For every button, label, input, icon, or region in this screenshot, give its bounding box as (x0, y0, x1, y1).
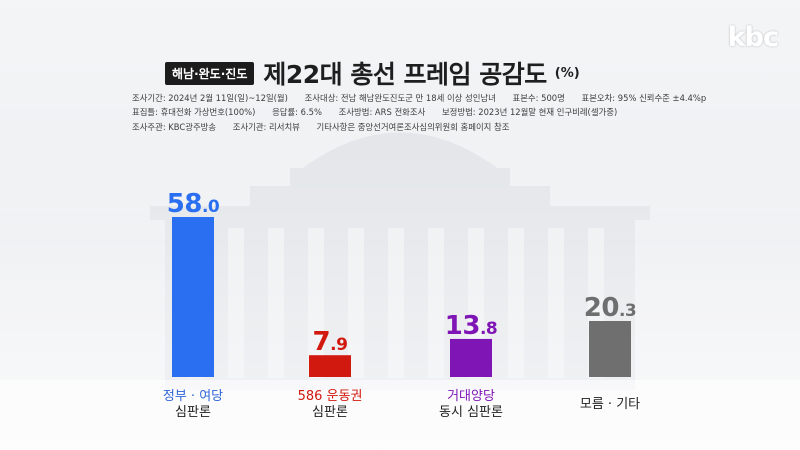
meta-sampling-frame: 표집틀: 휴대전화 가상번호(100%) (132, 107, 256, 118)
category-label-2-line2: 심판론 (312, 405, 348, 420)
value-integer: 20 (584, 293, 619, 323)
survey-meta: 조사기간: 2024년 2월 11일(일)~12일(월) 조사대상: 전남 해남… (132, 91, 720, 134)
survey-meta-row: 조사기간: 2024년 2월 11일(일)~12일(월) 조사대상: 전남 해남… (132, 91, 720, 105)
value-integer: 13 (445, 311, 480, 341)
category-label-3-line1: 거대양당 (447, 389, 495, 404)
chart-title: 제22대 총선 프레임 공감도 (263, 60, 547, 89)
value-decimal: .0 (202, 197, 220, 217)
value-decimal: .3 (619, 301, 636, 321)
meta-weighting: 보정방법: 2023년 12월말 현재 인구비례(셀가중) (441, 107, 618, 118)
category-label-4-line1: 모름 · 기타 (579, 397, 641, 412)
meta-response-rate: 응답률: 6.5% (272, 107, 322, 118)
value-label-3: 13.8 (445, 311, 497, 341)
category-label-1-line1: 정부 · 여당 (162, 389, 224, 404)
survey-meta-row: 표집틀: 휴대전화 가상번호(100%) 응답률: 6.5% 조사방법: ARS… (132, 105, 720, 119)
value-label-1: 58.0 (167, 189, 220, 219)
value-label-4: 20.3 (584, 293, 636, 323)
meta-period: 조사기간: 2024년 2월 11일(일)~12일(월) (132, 93, 288, 103)
meta-target: 조사대상: 전남 해남완도진도군 만 18세 이상 성인남녀 (304, 93, 496, 103)
unit-label: (%) (554, 65, 580, 81)
chart-header: 해남·완도·진도 제22대 총선 프레임 공감도 (%) (165, 58, 580, 89)
value-integer: 58 (167, 189, 202, 219)
value-label-2: 7.9 (313, 327, 348, 357)
meta-margin-of-error: 표본오차: 95% 신뢰수준 ±4.4%p (581, 93, 707, 103)
value-integer: 7 (313, 327, 331, 357)
region-tag: 해남·완도·진도 (165, 61, 255, 85)
category-label-3-line2: 동시 심판론 (439, 405, 503, 420)
kbc-logo: kbc (727, 22, 779, 53)
bar-4 (589, 321, 631, 377)
bar-2 (309, 355, 351, 377)
category-label-2-line1: 586 운동권 (297, 389, 363, 404)
meta-notes: 기타사항은 중앙선거여론조사심의위원회 홈페이지 참조 (316, 121, 510, 132)
survey-meta-row: 조사주관: KBC광주방송 조사기관: 리서치뷰 기타사항은 중앙선거여론조사심… (132, 120, 720, 134)
meta-agency: 조사기관: 리서치뷰 (232, 121, 300, 132)
meta-method: 조사방법: ARS 전화조사 (338, 107, 426, 118)
bar-1 (172, 217, 214, 377)
bar-3 (450, 338, 492, 377)
category-label-1-line2: 심판론 (175, 405, 211, 420)
meta-organizer: 조사주관: KBC광주방송 (132, 121, 217, 132)
meta-sample-size: 표본수: 500명 (512, 93, 565, 103)
value-decimal: .9 (330, 335, 347, 355)
value-decimal: .8 (480, 319, 497, 339)
